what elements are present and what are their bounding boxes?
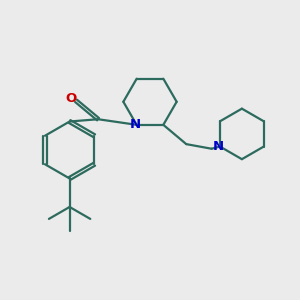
Text: N: N <box>129 118 140 131</box>
Text: N: N <box>213 140 224 153</box>
Text: O: O <box>66 92 77 105</box>
